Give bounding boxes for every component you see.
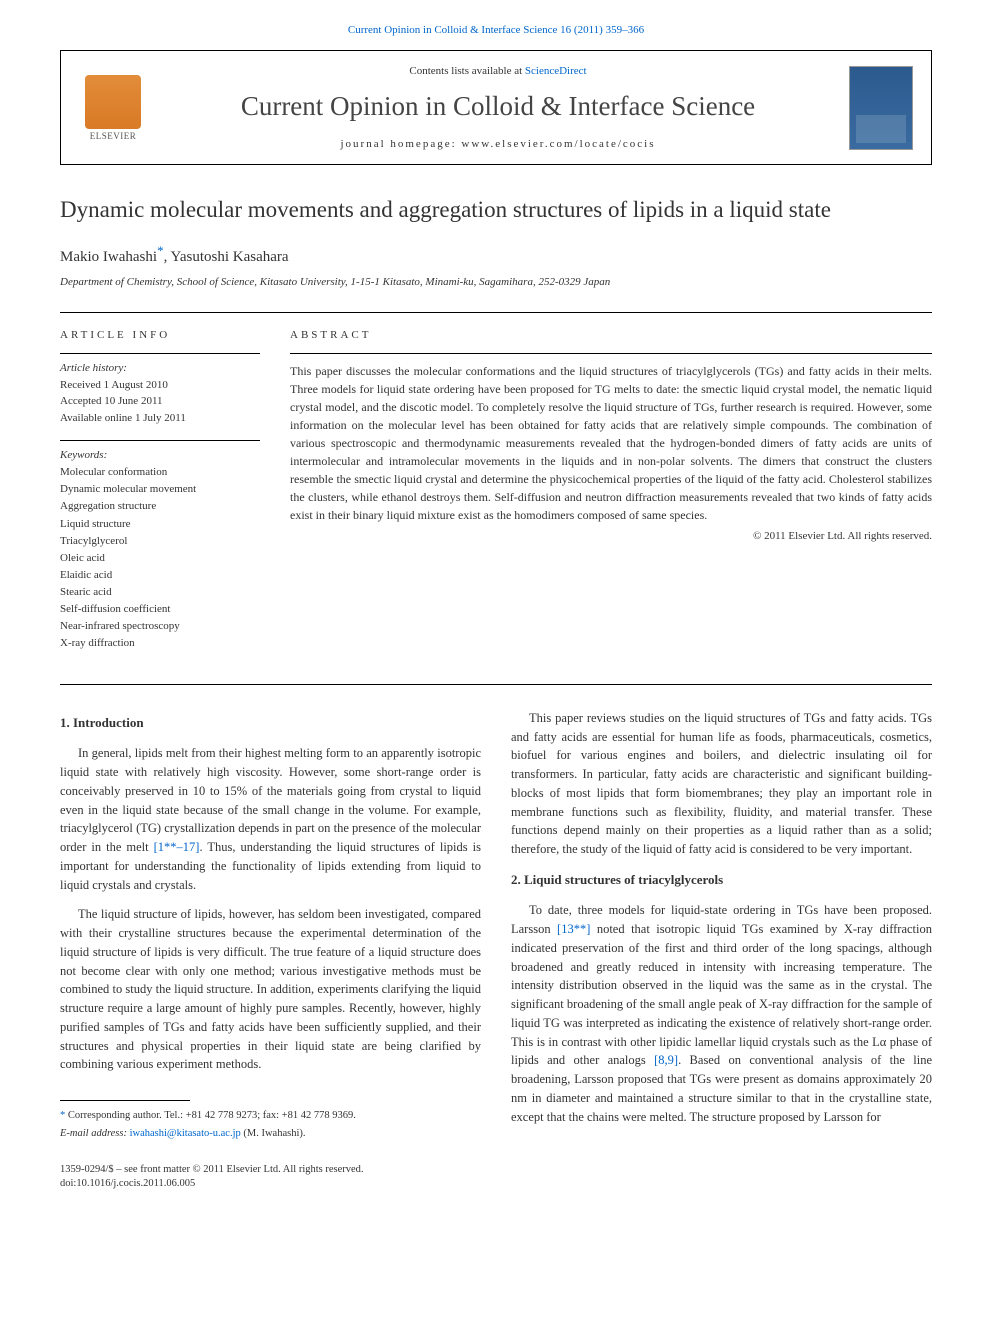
footnote-separator: [60, 1100, 190, 1101]
ref-link-1-17[interactable]: [1**–17]: [154, 840, 200, 854]
email-link[interactable]: iwahashi@kitasato-u.ac.jp: [130, 1128, 241, 1139]
journal-name: Current Opinion in Colloid & Interface S…: [157, 91, 839, 122]
homepage-url: www.elsevier.com/locate/cocis: [461, 138, 655, 150]
ref-link-8-9[interactable]: [8,9]: [654, 1053, 678, 1067]
history-text: Received 1 August 2010 Accepted 10 June …: [60, 377, 260, 427]
history-label: Article history:: [60, 362, 260, 374]
sec2-paragraph-1: To date, three models for liquid-state o…: [511, 901, 932, 1126]
info-abstract-row: ARTICLE INFO Article history: Received 1…: [60, 329, 932, 666]
section-2-heading: 2. Liquid structures of triacylglycerols: [511, 870, 932, 890]
star-icon: *: [60, 1110, 65, 1121]
journal-cover-thumbnail: [849, 66, 913, 150]
citation-header: Current Opinion in Colloid & Interface S…: [0, 0, 992, 50]
body-columns: 1. Introduction In general, lipids melt …: [60, 709, 932, 1145]
email-who: (M. Iwahashi).: [243, 1128, 305, 1139]
contents-prefix: Contents lists available at: [409, 65, 524, 77]
abstract-heading: ABSTRACT: [290, 329, 932, 341]
bottom-meta: 1359-0294/$ – see front matter © 2011 El…: [60, 1163, 932, 1192]
author-1: Makio Iwahashi: [60, 249, 157, 265]
keywords-list: Molecular conformation Dynamic molecular…: [60, 464, 260, 652]
intro-paragraph-1: In general, lipids melt from their highe…: [60, 744, 481, 894]
homepage-prefix: journal homepage:: [340, 138, 461, 150]
abstract-copyright: © 2011 Elsevier Ltd. All rights reserved…: [290, 530, 932, 542]
column-right: This paper reviews studies on the liquid…: [511, 709, 932, 1145]
history-block: Article history: Received 1 August 2010 …: [60, 353, 260, 427]
elsevier-logo: ELSEVIER: [79, 70, 147, 146]
author-2: , Yasutoshi Kasahara: [164, 249, 289, 265]
intro-p1-text: In general, lipids melt from their highe…: [60, 746, 481, 854]
email-footnote: E-mail address: iwahashi@kitasato-u.ac.j…: [60, 1127, 481, 1142]
column-left: 1. Introduction In general, lipids melt …: [60, 709, 481, 1145]
corresp-text: Corresponding author. Tel.: +81 42 778 9…: [68, 1110, 356, 1121]
doi-line: doi:10.1016/j.cocis.2011.06.005: [60, 1177, 932, 1192]
sec2-p1b: noted that isotropic liquid TGs examined…: [511, 922, 932, 1067]
abstract: ABSTRACT This paper discusses the molecu…: [290, 329, 932, 666]
divider-bottom: [60, 684, 932, 685]
ref-link-13[interactable]: [13**]: [557, 922, 590, 936]
corresponding-footnote: * Corresponding author. Tel.: +81 42 778…: [60, 1109, 481, 1124]
authors: Makio Iwahashi*, Yasutoshi Kasahara: [60, 243, 932, 266]
keywords-block: Keywords: Molecular conformation Dynamic…: [60, 440, 260, 652]
intro-paragraph-2: The liquid structure of lipids, however,…: [60, 905, 481, 1074]
keywords-label: Keywords:: [60, 449, 260, 461]
abstract-text: This paper discusses the molecular confo…: [290, 353, 932, 524]
article-info-heading: ARTICLE INFO: [60, 329, 260, 341]
divider-top: [60, 312, 932, 313]
homepage-line: journal homepage: www.elsevier.com/locat…: [157, 138, 839, 150]
article-info: ARTICLE INFO Article history: Received 1…: [60, 329, 260, 666]
article-title: Dynamic molecular movements and aggregat…: [60, 195, 932, 225]
contents-line: Contents lists available at ScienceDirec…: [157, 65, 839, 77]
issn-line: 1359-0294/$ – see front matter © 2011 El…: [60, 1163, 932, 1178]
email-label: E-mail address:: [60, 1128, 127, 1139]
col2-paragraph-1: This paper reviews studies on the liquid…: [511, 709, 932, 859]
elsevier-tree-icon: [85, 75, 141, 129]
header-center: Contents lists available at ScienceDirec…: [147, 65, 849, 150]
publisher-name: ELSEVIER: [90, 131, 137, 141]
sciencedirect-link[interactable]: ScienceDirect: [525, 65, 587, 77]
affiliation: Department of Chemistry, School of Scien…: [60, 276, 932, 288]
section-1-heading: 1. Introduction: [60, 713, 481, 733]
journal-header-box: ELSEVIER Contents lists available at Sci…: [60, 50, 932, 165]
